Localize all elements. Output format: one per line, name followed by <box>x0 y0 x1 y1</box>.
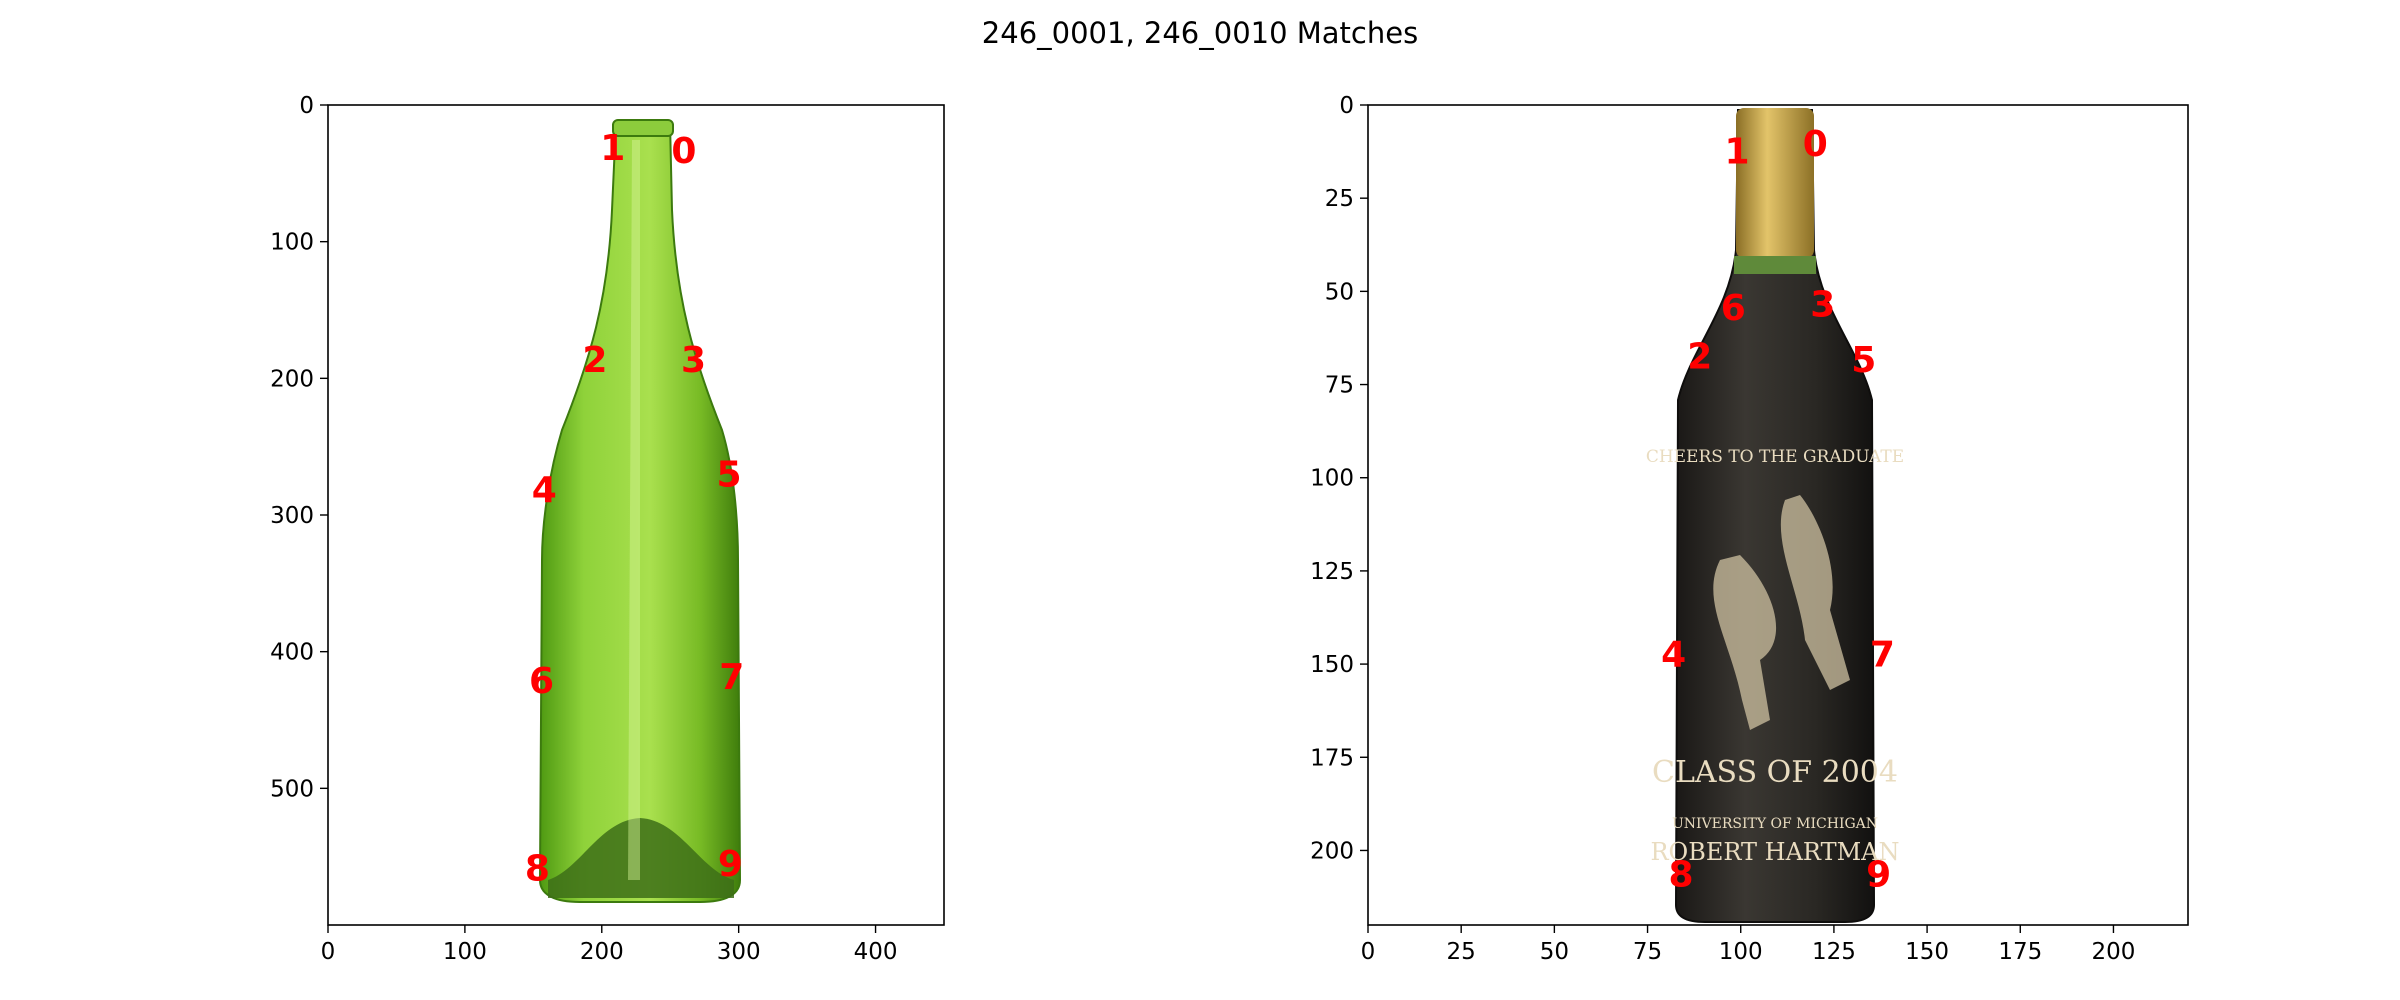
x-tick-label: 175 <box>1998 939 2042 965</box>
x-tick-label: 150 <box>1905 939 1949 965</box>
keypoint-label: 2 <box>582 340 607 381</box>
keypoint-label: 7 <box>1870 635 1895 676</box>
right-bottle-capsule-band <box>1734 256 1816 274</box>
y-tick-label: 100 <box>270 230 314 256</box>
right-x-ticks: 0 25 50 75 100 125 150 175 200 <box>1361 925 2136 965</box>
x-tick-label: 200 <box>2092 939 2136 965</box>
left-panel: 0 100 200 300 400 0 100 200 300 400 500 0 1 2 3 4 5 6 7 8… <box>270 93 945 965</box>
keypoint-label: 2 <box>1687 336 1712 377</box>
right-label-university: UNIVERSITY OF MICHIGAN <box>1672 816 1878 832</box>
x-tick-label: 75 <box>1633 939 1662 965</box>
right-label-class: CLASS OF 2004 <box>1652 755 1898 790</box>
y-tick-label: 75 <box>1325 373 1354 399</box>
keypoint-label: 4 <box>532 470 557 511</box>
y-tick-label: 175 <box>1310 745 1354 771</box>
right-label-name: ROBERT HARTMAN <box>1650 838 1899 866</box>
keypoint-label: 7 <box>719 657 744 698</box>
y-tick-label: 0 <box>299 93 314 119</box>
x-tick-label: 50 <box>1540 939 1569 965</box>
left-bottle-image <box>538 119 742 903</box>
left-bottle-body <box>538 121 742 903</box>
y-tick-label: 500 <box>270 776 314 802</box>
keypoint-label: 3 <box>1810 284 1835 325</box>
keypoint-label: 1 <box>600 128 625 169</box>
right-panel: CHEERS TO THE GRADUATE CLASS OF 2004 UNI… <box>1310 93 2189 965</box>
left-keypoints: 0 1 2 3 4 5 6 7 8 9 <box>525 128 744 889</box>
right-keypoints: 0 1 2 3 4 5 6 7 8 9 <box>1661 124 1895 896</box>
y-tick-label: 125 <box>1310 559 1354 585</box>
y-tick-label: 200 <box>270 366 314 392</box>
keypoint-label: 8 <box>1669 855 1694 896</box>
x-tick-label: 125 <box>1812 939 1856 965</box>
x-tick-label: 100 <box>443 939 487 965</box>
keypoint-label: 4 <box>1661 635 1686 676</box>
figure-title: 246_0001, 246_0010 Matches <box>982 16 1418 50</box>
right-y-ticks: 0 25 50 75 100 125 150 175 200 <box>1310 93 1368 864</box>
right-bottle-image: CHEERS TO THE GRADUATE CLASS OF 2004 UNI… <box>1646 108 1904 923</box>
y-tick-label: 100 <box>1310 466 1354 492</box>
y-tick-label: 50 <box>1325 279 1354 305</box>
right-bottle-capsule <box>1736 108 1814 258</box>
y-tick-label: 300 <box>270 503 314 529</box>
keypoint-label: 6 <box>529 661 554 702</box>
y-tick-label: 0 <box>1339 93 1354 119</box>
x-tick-label: 300 <box>717 939 761 965</box>
keypoint-label: 8 <box>525 848 550 889</box>
right-bottle-body <box>1674 109 1876 923</box>
y-tick-label: 25 <box>1325 186 1354 212</box>
keypoint-label: 3 <box>681 340 706 381</box>
left-bottle-highlight <box>628 140 640 880</box>
keypoint-label: 5 <box>1851 340 1876 381</box>
y-tick-label: 400 <box>270 640 314 666</box>
x-tick-label: 200 <box>580 939 624 965</box>
keypoint-label: 1 <box>1724 131 1749 172</box>
x-tick-label: 25 <box>1447 939 1476 965</box>
y-tick-label: 200 <box>1310 838 1354 864</box>
left-bottle-punt <box>548 818 734 898</box>
y-tick-label: 150 <box>1310 652 1354 678</box>
left-y-ticks: 0 100 200 300 400 500 <box>270 93 328 802</box>
x-tick-label: 400 <box>854 939 898 965</box>
left-x-ticks: 0 100 200 300 400 <box>321 925 898 965</box>
x-tick-label: 100 <box>1719 939 1763 965</box>
x-tick-label: 0 <box>321 939 336 965</box>
right-label-art: CHEERS TO THE GRADUATE <box>1646 447 1904 467</box>
keypoint-label: 0 <box>671 131 696 172</box>
keypoint-label: 0 <box>1803 124 1828 165</box>
keypoint-label: 6 <box>1721 288 1746 329</box>
keypoint-label: 5 <box>717 455 742 496</box>
keypoint-label: 9 <box>718 844 743 885</box>
left-bottle-lip <box>612 119 674 137</box>
keypoint-label: 9 <box>1866 855 1891 896</box>
right-axes-frame <box>1367 104 2189 926</box>
right-label-figures <box>1713 495 1850 730</box>
x-tick-label: 0 <box>1361 939 1376 965</box>
